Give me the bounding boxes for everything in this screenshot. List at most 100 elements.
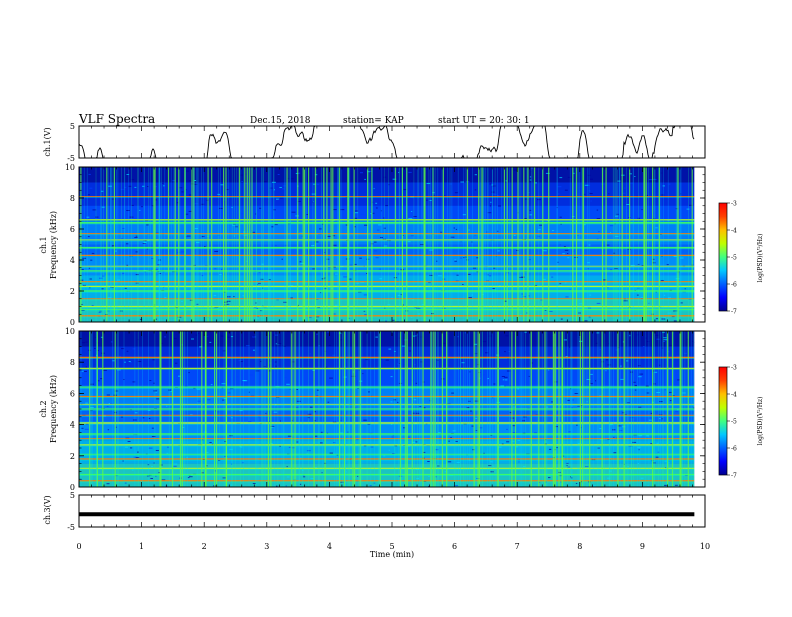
spectrogram-speckle <box>455 280 460 282</box>
spectrogram-speckle <box>664 389 666 391</box>
spectrogram-speckle <box>219 274 222 276</box>
spectrogram-speckle <box>412 441 416 443</box>
spectrogram-speckle <box>407 436 410 438</box>
spectrogram-speckle <box>585 485 589 487</box>
spectrogram-speckle <box>213 295 217 297</box>
spectrogram-speckle <box>227 296 231 298</box>
spectrogram-speckle <box>120 188 124 190</box>
spectrogram-speckle <box>586 401 588 403</box>
spectrogram-speckle <box>619 430 623 432</box>
spectrogram-speckle <box>161 479 166 481</box>
spectrogram-speckle <box>568 431 571 433</box>
y-tick-label: 0 <box>70 318 75 327</box>
spectrogram-speckle <box>334 304 339 306</box>
spectrogram-speckle <box>602 279 607 281</box>
spectrogram-speckle <box>518 461 520 463</box>
spectrogram-speckle <box>311 193 316 195</box>
spectrogram-speckle <box>562 253 565 255</box>
spectrogram-speckle <box>460 181 464 183</box>
spectrogram-speckle <box>291 211 296 213</box>
spectrogram-speckle <box>632 441 637 443</box>
spectrogram-speckle <box>299 483 302 485</box>
spectrogram-speckle <box>411 180 413 182</box>
spectrogram-speckle <box>196 242 200 243</box>
spectrogram-speckle <box>554 426 558 428</box>
ch3-voltage-axis-label: ch.3(V) <box>43 495 52 524</box>
spectrogram-speckle <box>80 269 84 271</box>
spectrogram-speckle <box>148 447 153 449</box>
spectrogram-speckle <box>275 245 277 247</box>
spectrogram-speckle <box>221 383 226 385</box>
spectrogram-speckle <box>229 435 233 437</box>
spectrogram-speckle <box>505 335 509 337</box>
spectrogram-speckle <box>625 207 629 209</box>
spectrogram-speckle <box>369 170 372 172</box>
spectrogram-speckle <box>174 362 178 364</box>
spectrogram-speckle <box>106 483 110 485</box>
spectrogram-speckle <box>137 339 139 341</box>
spectrogram-speckle <box>220 184 224 186</box>
spectrogram-speckle <box>316 298 319 300</box>
spectrogram-speckle <box>572 250 575 252</box>
spectrogram-speckle <box>517 388 520 390</box>
spectrogram-speckle <box>345 471 347 473</box>
spectrogram-layer <box>79 385 695 409</box>
spectrogram-speckle <box>158 259 161 261</box>
spectrogram-speckle <box>302 476 306 478</box>
spectrogram-speckle <box>646 341 650 342</box>
y-tick-label: 4 <box>70 256 75 265</box>
spectrogram-speckle <box>519 314 522 316</box>
spectrogram-speckle <box>551 276 554 278</box>
spectrogram-speckle <box>239 174 244 176</box>
spectrogram-speckle <box>450 437 452 438</box>
spectrogram-speckle <box>606 359 609 361</box>
spectrogram-speckle <box>567 466 571 468</box>
spectrogram-speckle <box>222 350 227 352</box>
spectrogram-speckle <box>647 485 649 486</box>
spectrogram-speckle <box>196 388 201 390</box>
spectrogram-speckle <box>140 206 143 208</box>
spectrogram-speckle <box>150 478 153 479</box>
spectrogram-speckle <box>318 233 322 235</box>
spectrogram-speckle <box>450 236 455 238</box>
spectrogram-speckle <box>274 224 278 226</box>
spectrogram-speckle <box>626 204 630 205</box>
spectrogram-speckle <box>413 399 417 401</box>
spectrogram-speckle <box>692 258 694 260</box>
spectrogram-speckle <box>559 244 561 246</box>
spectrogram-speckle <box>517 439 521 441</box>
spectrogram-speckle <box>157 271 161 273</box>
spectrogram-speckle <box>577 443 582 445</box>
spectrogram-speckle <box>571 407 573 409</box>
spectrogram-speckle <box>504 300 507 302</box>
spectrogram-speckle <box>218 460 221 461</box>
spectrogram-layer <box>79 221 695 245</box>
spectrogram-speckle <box>166 452 169 454</box>
spectrogram-speckle <box>124 361 126 363</box>
spectrogram-speckle <box>151 205 155 207</box>
spectrogram-speckle <box>143 242 147 243</box>
spectrogram-speckle <box>639 373 644 375</box>
spectrogram-speckle <box>656 442 659 444</box>
spectrogram-speckle <box>664 484 667 486</box>
spectrogram-speckle <box>206 465 208 467</box>
spectrogram-speckle <box>528 259 531 261</box>
spectrogram-speckle <box>613 436 615 438</box>
spectrogram-speckle <box>661 418 663 420</box>
spectrogram-speckle <box>158 273 162 274</box>
spectrogram-speckle <box>629 214 633 216</box>
spectrogram-speckle <box>646 435 649 437</box>
spectrogram-speckle <box>154 199 157 201</box>
spectrogram-speckle <box>557 186 562 188</box>
colorbar-tick-label: -5 <box>731 255 737 262</box>
spectrogram-speckle <box>586 383 589 385</box>
spectrogram-speckle <box>429 249 433 251</box>
spectrogram-speckle <box>657 451 660 453</box>
spectrogram-speckle <box>112 360 115 362</box>
spectrogram-speckle <box>88 173 91 175</box>
spectrogram-speckle <box>612 429 616 431</box>
spectrogram-speckle <box>287 331 291 333</box>
spectrogram-speckle <box>385 359 389 361</box>
spectrogram-speckle <box>570 388 572 390</box>
colorbar-tick-label: -3 <box>731 201 737 208</box>
